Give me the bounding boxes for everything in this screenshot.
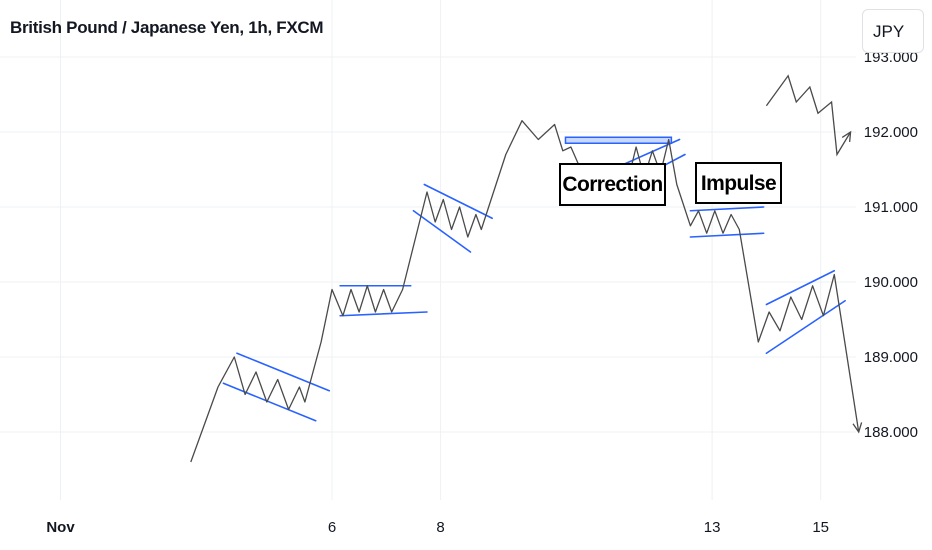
correction-label: Correction: [559, 163, 666, 206]
y-tick-label: 193.000: [864, 49, 918, 66]
channel-line: [236, 352, 331, 392]
correction-arrowhead: [841, 130, 852, 143]
impulse-label: Impulse: [695, 162, 782, 204]
y-tick-label: 192.000: [864, 124, 918, 141]
x-axis: Nov68131520: [46, 519, 829, 536]
x-tick-label: Nov: [46, 519, 75, 536]
resistance-zone: [564, 136, 673, 144]
currency-button[interactable]: JPY: [862, 9, 924, 53]
y-tick-label: 191.000: [864, 199, 918, 216]
x-tick-label: 15: [812, 519, 829, 536]
y-axis: 193.000 192.000 191.000 190.000 189.000 188.0…: [864, 49, 918, 441]
channel-line: [765, 299, 846, 355]
x-tick-label: 6: [328, 519, 336, 536]
projection-sketches: [765, 74, 852, 157]
channel-line: [689, 206, 765, 212]
price-series: [190, 120, 863, 463]
channel-line: [765, 269, 836, 306]
chart-title: British Pound / Japanese Yen, 1h, FXCM: [10, 18, 324, 37]
price-line: [190, 120, 860, 463]
channel-trendlines: [222, 138, 846, 422]
channel-line: [339, 311, 428, 317]
chart-grid: [0, 0, 856, 500]
price-arrowhead: [852, 422, 863, 434]
y-tick-label: 190.000: [864, 274, 918, 291]
channel-line: [222, 382, 317, 422]
zone-box: [564, 136, 673, 144]
y-tick-label: 188.000: [864, 424, 918, 441]
channel-line: [689, 232, 765, 238]
x-tick-label: 8: [436, 519, 444, 536]
channel-line: [412, 209, 472, 253]
x-tick-label: 13: [704, 519, 721, 536]
correction-sketch: [765, 74, 852, 157]
channel-line: [423, 183, 493, 220]
y-tick-label: 189.000: [864, 349, 918, 366]
